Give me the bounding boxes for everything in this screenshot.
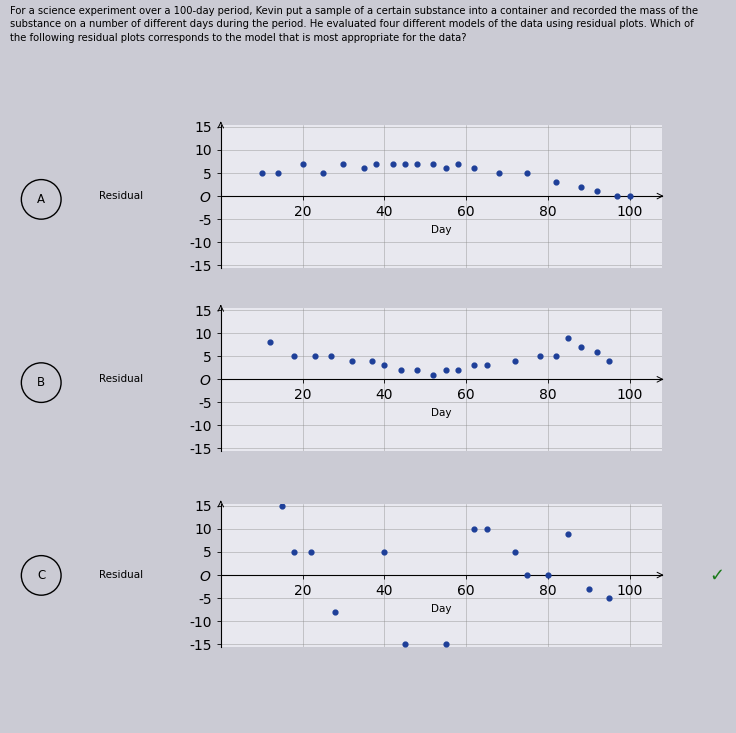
Point xyxy=(551,350,562,362)
Text: Residual: Residual xyxy=(99,191,144,201)
Point xyxy=(468,523,480,535)
Point xyxy=(358,163,369,174)
Text: For a science experiment over a 100-day period, Kevin put a sample of a certain : For a science experiment over a 100-day … xyxy=(10,6,698,43)
Point xyxy=(289,350,300,362)
Point xyxy=(309,350,321,362)
Point xyxy=(378,360,390,372)
Point xyxy=(583,583,595,594)
Point xyxy=(468,163,480,174)
Point xyxy=(612,190,623,202)
Point xyxy=(440,638,452,650)
Point xyxy=(452,158,464,169)
Point xyxy=(411,158,423,169)
Point xyxy=(305,546,316,558)
Point xyxy=(481,360,492,372)
Point xyxy=(542,569,553,581)
Point xyxy=(367,355,378,366)
Point xyxy=(276,500,288,512)
Point xyxy=(509,355,521,366)
Text: C: C xyxy=(37,569,46,582)
Point xyxy=(522,167,534,179)
Point xyxy=(452,364,464,376)
Point xyxy=(386,158,398,169)
Point xyxy=(428,158,439,169)
Point xyxy=(604,355,615,366)
Point xyxy=(591,346,603,358)
Point xyxy=(317,167,329,179)
Point xyxy=(493,167,505,179)
Point xyxy=(509,546,521,558)
Point xyxy=(575,181,587,193)
Point xyxy=(330,606,342,618)
Text: Residual: Residual xyxy=(99,375,144,384)
Point xyxy=(551,177,562,188)
Point xyxy=(440,364,452,376)
X-axis label: Day: Day xyxy=(431,603,452,614)
X-axis label: Day: Day xyxy=(431,224,452,235)
Point xyxy=(624,190,636,202)
Point xyxy=(289,546,300,558)
Point xyxy=(272,167,284,179)
Point xyxy=(604,592,615,604)
Point xyxy=(264,336,276,348)
Point xyxy=(399,158,411,169)
Point xyxy=(591,185,603,197)
Text: Residual: Residual xyxy=(99,570,144,580)
Point xyxy=(394,364,406,376)
Text: ✓: ✓ xyxy=(710,567,724,584)
Text: B: B xyxy=(37,376,46,389)
Point xyxy=(481,523,492,535)
Point xyxy=(468,360,480,372)
Point xyxy=(562,332,574,344)
Point xyxy=(256,167,268,179)
X-axis label: Day: Day xyxy=(431,408,452,418)
Point xyxy=(440,163,452,174)
Point xyxy=(399,638,411,650)
Point xyxy=(297,158,308,169)
Point xyxy=(325,350,337,362)
Point xyxy=(346,355,358,366)
Point xyxy=(338,158,350,169)
Point xyxy=(575,341,587,353)
Point xyxy=(411,364,423,376)
Point xyxy=(370,158,382,169)
Point xyxy=(534,350,545,362)
Point xyxy=(562,528,574,539)
Point xyxy=(522,569,534,581)
Text: A: A xyxy=(38,193,45,206)
Point xyxy=(428,369,439,380)
Point xyxy=(378,546,390,558)
